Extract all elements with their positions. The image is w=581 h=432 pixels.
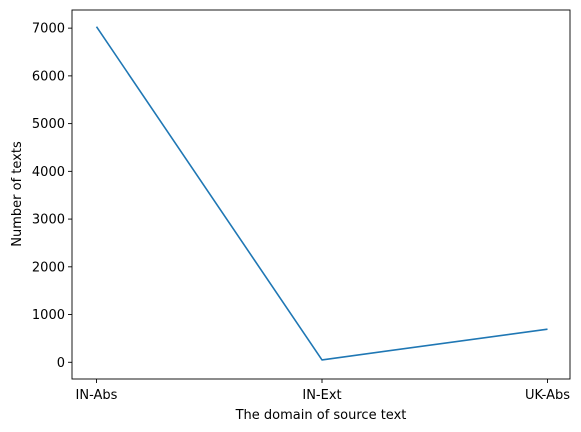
y-tick-label: 1000 (32, 308, 65, 323)
y-tick-label: 7000 (32, 22, 65, 37)
y-tick-label: 2000 (32, 260, 65, 275)
y-tick-label: 4000 (32, 165, 65, 180)
y-tick-label: 3000 (32, 213, 65, 228)
x-tick-label: IN-Ext (302, 388, 341, 403)
x-tick-label: IN-Abs (76, 388, 118, 403)
x-axis-ticks: IN-Abs IN-Ext UK-Abs (76, 379, 570, 403)
plot-area (72, 10, 570, 379)
y-axis-ticks: 0 1000 2000 3000 4000 5000 6000 7000 (32, 22, 72, 371)
x-tick-label: UK-Abs (525, 388, 570, 403)
y-tick-label: 5000 (32, 117, 65, 132)
plot-frame (71, 9, 571, 380)
series-layer (95, 26, 548, 361)
y-tick-label: 0 (57, 356, 65, 371)
series-line (95, 26, 548, 361)
y-tick-label: 6000 (32, 69, 65, 84)
y-axis-label: Number of texts (10, 141, 25, 247)
x-axis-label: The domain of source text (235, 408, 407, 423)
